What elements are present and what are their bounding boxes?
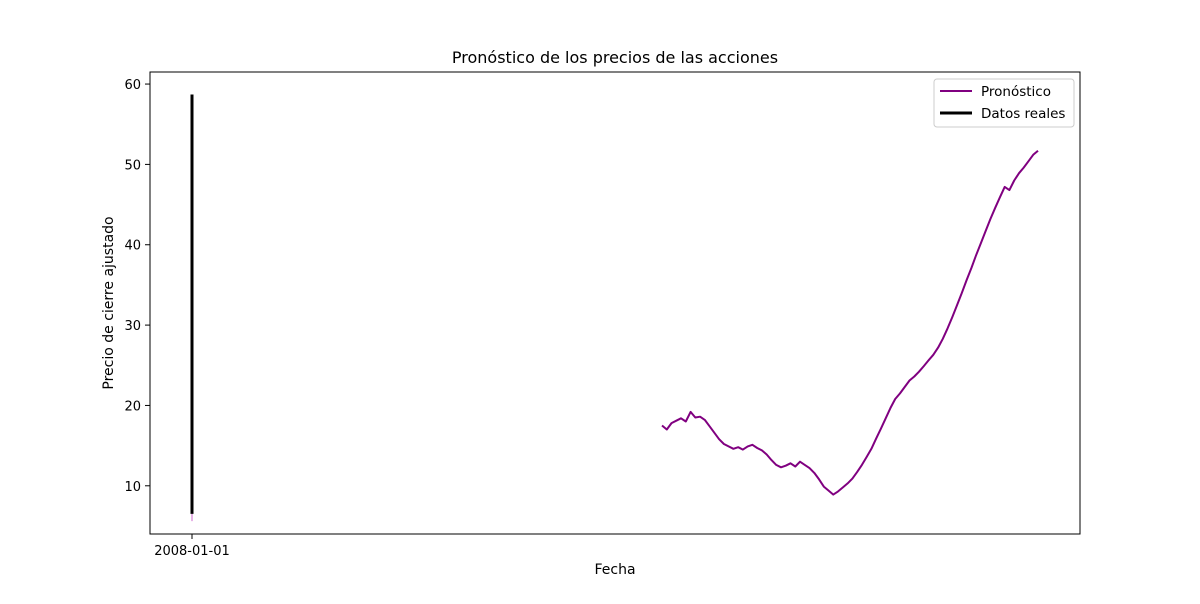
y-tick-label: 60	[124, 78, 141, 93]
y-tick-label: 40	[124, 239, 141, 254]
legend-label-actual: Datos reales	[981, 106, 1065, 122]
y-tick-label: 10	[124, 480, 141, 495]
x-axis-label: Fecha	[594, 562, 635, 578]
plot-frame	[149, 71, 1081, 535]
legend: Pronóstico Datos reales	[933, 78, 1075, 128]
plot-area	[190, 94, 1039, 522]
chart-title: Pronóstico de los precios de las accione…	[452, 48, 778, 67]
y-tick-label: 20	[124, 399, 141, 414]
y-tick-label: 30	[124, 319, 141, 334]
x-tick-label: 2008-01-01	[154, 544, 230, 559]
y-axis: 10 20 30 40 50 60	[124, 78, 150, 495]
y-axis-label: Precio de cierre ajustado	[101, 216, 117, 389]
legend-label-forecast: Pronóstico	[981, 84, 1051, 100]
x-axis: 2008-01-01	[154, 534, 230, 559]
series-line-forecast	[661, 149, 1039, 496]
y-tick-label: 50	[124, 158, 141, 173]
